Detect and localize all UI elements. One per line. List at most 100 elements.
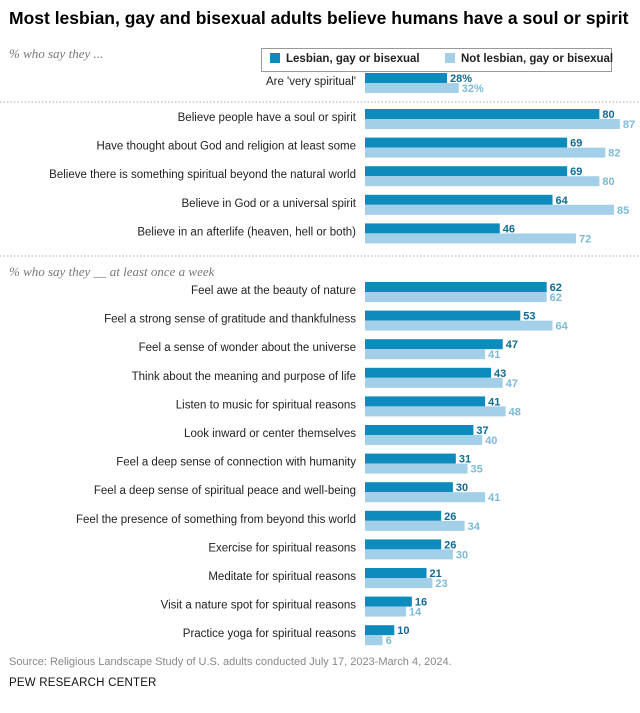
legend-label-lgb: Lesbian, gay or bisexual xyxy=(286,53,420,65)
value-label-lgb: 47 xyxy=(506,339,518,351)
value-label-not-lgb: 41 xyxy=(488,349,500,361)
bar-lgb xyxy=(365,625,395,636)
value-label-not-lgb: 6 xyxy=(386,635,392,647)
value-label-lgb: 21 xyxy=(430,568,442,580)
bar-lgb xyxy=(365,453,456,464)
row-label: Feel a sense of wonder about the univers… xyxy=(139,342,356,354)
row-label: Believe there is something spiritual bey… xyxy=(49,169,356,181)
bar-not-lgb xyxy=(365,549,453,560)
bar-lgb xyxy=(365,137,568,148)
value-label-not-lgb: 48 xyxy=(509,406,521,418)
legend-item-not-lgb: Not lesbian, gay or bisexual xyxy=(445,53,613,65)
value-label-lgb: 26 xyxy=(444,539,456,551)
value-label-lgb: 41 xyxy=(488,396,500,408)
value-label-not-lgb: 85 xyxy=(617,205,629,217)
row-label: Believe in an afterlife (heaven, hell or… xyxy=(137,226,356,238)
section-subtitle-1: % who say they ... xyxy=(9,46,104,61)
bar-not-lgb xyxy=(365,147,606,158)
bar-not-lgb xyxy=(365,492,486,503)
value-label-not-lgb: 87 xyxy=(623,119,635,131)
row-label: Feel a deep sense of spiritual peace and… xyxy=(94,485,356,497)
bar-lgb xyxy=(365,539,442,550)
bar-not-lgb xyxy=(365,578,433,588)
bar-lgb xyxy=(365,339,503,350)
row-label: Feel awe at the beauty of nature xyxy=(191,285,356,297)
row-label: Meditate for spiritual reasons xyxy=(208,571,356,583)
bar-not-lgb xyxy=(365,292,547,302)
value-label-lgb: 80 xyxy=(602,109,614,121)
value-label-lgb: 37 xyxy=(476,425,488,437)
value-label-not-lgb: 34 xyxy=(468,521,481,533)
value-label-not-lgb: 30 xyxy=(456,549,468,561)
value-label-not-lgb: 72 xyxy=(579,233,591,245)
legend-item-lgb: Lesbian, gay or bisexual xyxy=(270,53,420,65)
bar-lgb xyxy=(365,310,521,321)
bar-not-lgb xyxy=(365,204,615,215)
org-name: PEW RESEARCH CENTER xyxy=(9,677,157,689)
bar-not-lgb xyxy=(365,233,576,244)
value-label-lgb: 62 xyxy=(550,282,562,294)
value-label-lgb: 53 xyxy=(523,311,535,323)
row-label: Look inward or center themselves xyxy=(184,428,356,440)
value-label-not-lgb: 41 xyxy=(488,492,500,504)
row-label: Feel the presence of something from beyo… xyxy=(76,514,356,526)
value-label-lgb: 31 xyxy=(459,454,471,466)
legend-swatch-not-lgb xyxy=(445,53,455,63)
bar-lgb xyxy=(365,510,442,521)
bar-not-lgb xyxy=(365,377,503,388)
row-label: Believe people have a soul or spirit xyxy=(178,112,357,124)
value-label-lgb: 46 xyxy=(503,223,515,235)
value-label-not-lgb: 40 xyxy=(485,435,497,447)
bar-not-lgb xyxy=(365,349,486,360)
bar-not-lgb xyxy=(365,406,506,417)
bar-lgb xyxy=(365,194,553,205)
bar-lgb xyxy=(365,166,568,177)
row-label: Visit a nature spot for spiritual reason… xyxy=(161,600,357,612)
bar-not-lgb xyxy=(365,435,483,445)
bar-not-lgb xyxy=(365,119,620,129)
value-label-lgb: 64 xyxy=(556,195,569,207)
legend: Lesbian, gay or bisexual Not lesbian, ga… xyxy=(261,48,613,72)
legend-label-not-lgb: Not lesbian, gay or bisexual xyxy=(461,53,614,65)
bar-lgb xyxy=(365,282,547,292)
bar-not-lgb xyxy=(365,320,553,331)
value-label-not-lgb: 80 xyxy=(602,176,614,188)
bar-lgb xyxy=(365,425,474,435)
row-label: Think about the meaning and purpose of l… xyxy=(132,371,356,383)
value-label-not-lgb: 47 xyxy=(506,378,518,390)
bar-not-lgb xyxy=(365,635,383,646)
bar-lgb xyxy=(365,223,500,234)
row-label: Believe in God or a universal spirit xyxy=(182,198,357,210)
row-label: Feel a deep sense of connection with hum… xyxy=(116,457,356,469)
row-label: Have thought about God and religion at l… xyxy=(96,141,356,153)
bar-lgb xyxy=(365,482,453,493)
bar-lgb xyxy=(365,109,600,119)
chart-title: Most lesbian, gay and bisexual adults be… xyxy=(9,8,629,28)
row-label: Exercise for spiritual reasons xyxy=(208,542,356,554)
legend-swatch-lgb xyxy=(270,53,280,63)
value-label-not-lgb: 32% xyxy=(462,83,484,95)
bar-lgb xyxy=(365,596,412,607)
bar-not-lgb xyxy=(365,606,407,617)
value-label-lgb: 69 xyxy=(570,138,582,150)
bar-not-lgb xyxy=(365,83,459,93)
value-label-not-lgb: 14 xyxy=(409,607,422,619)
value-label-not-lgb: 82 xyxy=(608,148,620,160)
bar-lgb xyxy=(365,568,427,578)
value-label-not-lgb: 35 xyxy=(471,464,483,476)
value-label-lgb: 28% xyxy=(450,73,472,85)
value-label-lgb: 30 xyxy=(456,482,468,494)
bar-lgb xyxy=(365,367,491,378)
value-label-not-lgb: 64 xyxy=(556,321,569,333)
row-label: Practice yoga for spiritual reasons xyxy=(183,628,356,640)
value-label-lgb: 16 xyxy=(415,597,427,609)
bar-not-lgb xyxy=(365,176,600,187)
bar-lgb xyxy=(365,396,486,407)
bar-lgb xyxy=(365,73,448,83)
bar-not-lgb xyxy=(365,520,465,531)
value-label-lgb: 10 xyxy=(397,625,409,637)
value-label-not-lgb: 23 xyxy=(435,578,447,590)
value-label-lgb: 69 xyxy=(570,166,582,178)
source-note: Source: Religious Landscape Study of U.S… xyxy=(9,656,452,668)
